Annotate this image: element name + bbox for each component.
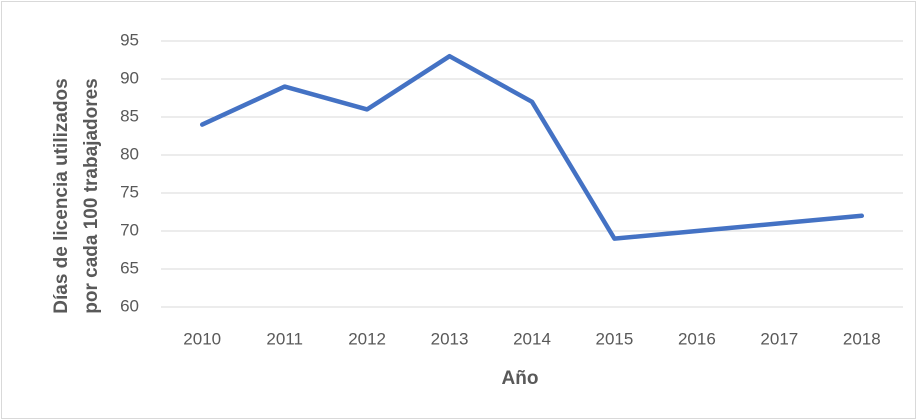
y-axis-title: por cada 100 trabajadores xyxy=(81,78,102,314)
y-axis-title: Días de licencia utilizados xyxy=(51,78,72,313)
data-line xyxy=(199,53,865,241)
y-tick-label: 70 xyxy=(120,220,139,239)
x-tick-label: 2016 xyxy=(678,329,716,348)
x-tick-label: 2014 xyxy=(513,329,551,348)
x-axis-title: Año xyxy=(502,368,539,389)
y-tick-label: 85 xyxy=(120,106,139,125)
x-tick-label: 2011 xyxy=(266,329,303,348)
y-tick-label: 60 xyxy=(120,296,139,315)
x-tick-label: 2012 xyxy=(348,329,386,348)
y-tick-label: 65 xyxy=(120,258,139,277)
x-tick-label: 2015 xyxy=(596,329,634,348)
y-tick-label: 75 xyxy=(120,182,139,201)
y-tick-label: 80 xyxy=(120,144,139,163)
x-tick-label: 2017 xyxy=(760,329,798,348)
x-tick-label: 2018 xyxy=(843,329,881,348)
y-tick-label: 90 xyxy=(120,68,139,87)
x-tick-label: 2010 xyxy=(183,329,221,348)
y-tick-label: 95 xyxy=(120,30,139,49)
x-tick-label: 2013 xyxy=(431,329,469,348)
